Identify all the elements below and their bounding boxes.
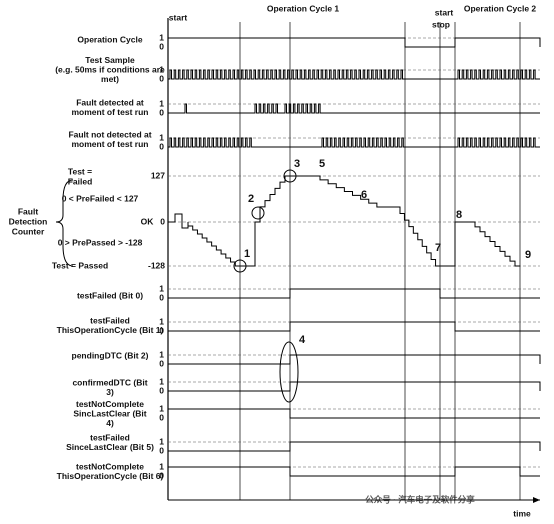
- label: Operation Cycle 1: [267, 3, 340, 13]
- fdc-brace: [55, 179, 74, 267]
- label: stop: [432, 19, 450, 29]
- label: 1: [159, 461, 164, 471]
- label: 0: [159, 445, 164, 455]
- label: 0: [159, 292, 164, 302]
- label: Test Sample: [85, 55, 135, 65]
- waveform: [168, 321, 540, 332]
- label: start: [435, 7, 454, 17]
- label: 6: [361, 189, 367, 201]
- label: 4: [299, 334, 306, 346]
- waveform: [168, 441, 541, 452]
- label: 0: [159, 412, 164, 422]
- label: 0: [159, 73, 164, 83]
- label: 1: [159, 316, 164, 326]
- label: Operation Cycle: [77, 34, 142, 44]
- label: 0 < PreFailed < 127: [62, 193, 139, 203]
- waveform: [168, 354, 541, 365]
- waveform: [167, 37, 541, 48]
- label: 3: [294, 158, 300, 170]
- label: 1: [159, 376, 164, 386]
- highlight-ellipse: [279, 341, 299, 403]
- label: Operation Cycle 2: [464, 3, 537, 13]
- label: 0: [159, 141, 164, 151]
- label: 9: [525, 249, 531, 261]
- label: testFailed (Bit 0): [77, 290, 143, 300]
- label: time: [513, 508, 531, 518]
- event-circle: [251, 206, 265, 220]
- label: 0: [159, 470, 164, 480]
- label: 0: [159, 107, 164, 117]
- watermark: 公众号 · 汽车电子及软件分享: [365, 494, 475, 504]
- label: 0: [160, 216, 165, 226]
- label: 1: [159, 283, 164, 293]
- waveform: [168, 137, 540, 148]
- label: testNotComplete: [76, 462, 144, 472]
- label: Detection: [9, 216, 48, 226]
- label: 8: [456, 209, 462, 221]
- label: moment of test run: [72, 139, 149, 149]
- label: 1: [159, 436, 164, 446]
- waveform: [168, 175, 520, 267]
- label: Fault detected at: [76, 98, 144, 108]
- label: Counter: [12, 226, 45, 236]
- label: 5: [319, 158, 325, 170]
- label: pendingDTC (Bit 2): [72, 350, 149, 360]
- label: 0: [159, 41, 164, 51]
- waveform: [168, 69, 540, 80]
- label: testNotComplete: [76, 399, 144, 409]
- label: 3): [106, 387, 114, 397]
- waveform: [167, 408, 540, 419]
- label: 0: [159, 325, 164, 335]
- label: 1: [159, 64, 164, 74]
- label: start: [169, 12, 188, 22]
- label: 7: [435, 242, 441, 254]
- waveform: [168, 381, 541, 392]
- label: Test = Passed: [52, 260, 108, 270]
- label: confirmedDTC (Bit: [72, 378, 147, 388]
- label: Test =: [68, 166, 92, 176]
- label: 0 > PrePassed > -128: [58, 237, 143, 247]
- label: testFailed: [90, 316, 130, 326]
- label: testFailed: [90, 433, 130, 443]
- label: 127: [151, 170, 165, 180]
- label: 1: [244, 248, 250, 260]
- label: (e.g. 50ms if conditions are: [55, 64, 165, 74]
- label: SincLastClear (Bit: [73, 408, 146, 418]
- label: 4): [106, 418, 114, 428]
- label: -128: [148, 260, 165, 270]
- label: 1: [159, 98, 164, 108]
- label: 2: [248, 193, 254, 205]
- label: Fault: [18, 206, 38, 216]
- label: moment of test run: [72, 107, 149, 117]
- label: ThisOperationCycle (Bit 1): [57, 325, 164, 335]
- label: SinceLastClear (Bit 5): [66, 442, 154, 452]
- label: 0: [159, 385, 164, 395]
- label: Fault not detected at: [68, 130, 151, 140]
- label: 1: [159, 32, 164, 42]
- label: ThisOperationCycle (Bit 6): [57, 471, 164, 481]
- label: Failed: [68, 176, 93, 186]
- waveform: [168, 288, 540, 299]
- label: 0: [159, 358, 164, 368]
- waveform: [167, 466, 540, 477]
- label: 1: [159, 403, 164, 413]
- label: OK: [141, 216, 155, 226]
- waveform: [168, 103, 540, 114]
- label: 1: [159, 132, 164, 142]
- label: met): [101, 74, 119, 84]
- label: 1: [159, 349, 164, 359]
